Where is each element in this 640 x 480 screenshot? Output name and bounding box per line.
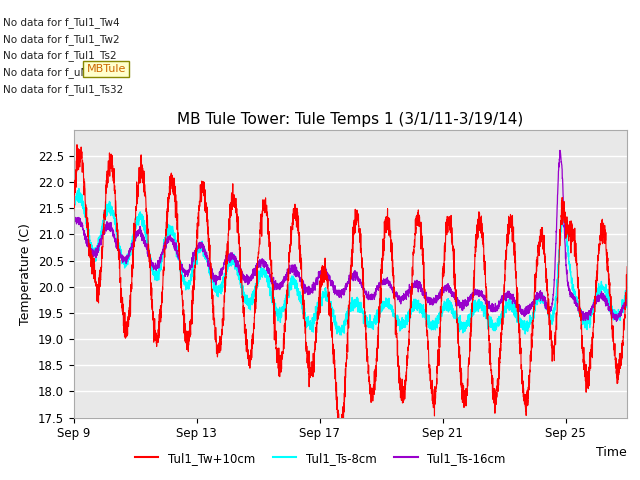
Legend: Tul1_Tw+10cm, Tul1_Ts-8cm, Tul1_Ts-16cm: Tul1_Tw+10cm, Tul1_Ts-8cm, Tul1_Ts-16cm: [130, 447, 510, 469]
Text: No data for f_Tul1_Ts32: No data for f_Tul1_Ts32: [3, 84, 124, 95]
Title: MB Tule Tower: Tule Temps 1 (3/1/11-3/19/14): MB Tule Tower: Tule Temps 1 (3/1/11-3/19…: [177, 112, 524, 127]
Y-axis label: Temperature (C): Temperature (C): [19, 223, 32, 324]
Text: No data for f_Tul1_Tw4: No data for f_Tul1_Tw4: [3, 17, 120, 28]
X-axis label: Time: Time: [596, 446, 627, 459]
Text: No data for f_Tul1_Tw2: No data for f_Tul1_Tw2: [3, 34, 120, 45]
Text: No data for f_Tul1_Ts2: No data for f_Tul1_Ts2: [3, 50, 117, 61]
Text: MBTule: MBTule: [86, 64, 126, 74]
Text: No data for f_uMBTule: No data for f_uMBTule: [3, 67, 117, 78]
